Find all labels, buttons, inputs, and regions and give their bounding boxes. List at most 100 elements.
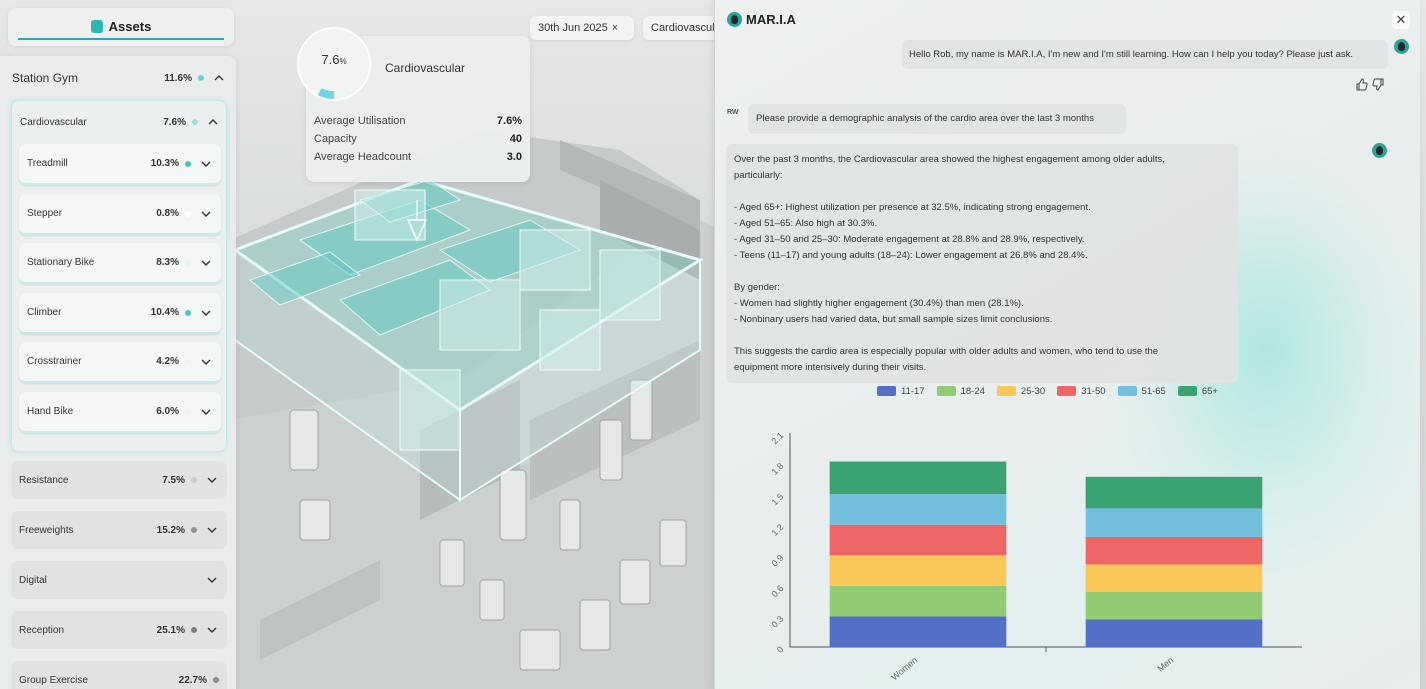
cardio-value: 7.6% bbox=[163, 116, 186, 128]
legend-item[interactable]: 65+ bbox=[1177, 384, 1218, 398]
chevron-up-icon[interactable] bbox=[212, 71, 226, 85]
status-dot bbox=[185, 358, 191, 365]
y-tick-label: 0.9 bbox=[769, 553, 785, 569]
bar-segment-65+ bbox=[829, 461, 1007, 495]
y-tick-label: 0 bbox=[775, 644, 786, 655]
chevron-down-icon[interactable] bbox=[199, 256, 213, 270]
stat-row-utilisation: Average Utilisation 7.6% bbox=[314, 115, 522, 127]
bar-segment-31-50 bbox=[1085, 536, 1263, 565]
thumbs-down-icon[interactable] bbox=[1372, 78, 1385, 91]
category-digital[interactable]: Digital bbox=[11, 561, 227, 599]
status-dot bbox=[185, 160, 191, 167]
chevron-down-icon[interactable] bbox=[205, 573, 219, 587]
legend-item[interactable]: 11-17 bbox=[877, 384, 925, 398]
list-item-stepper[interactable]: Stepper 0.8% bbox=[19, 194, 221, 235]
legend-swatch bbox=[877, 386, 896, 396]
close-icon[interactable]: × bbox=[611, 22, 619, 34]
avatar bbox=[1372, 143, 1387, 158]
category-resistance[interactable]: Resistance 7.5% bbox=[11, 461, 227, 499]
chevron-up-icon[interactable] bbox=[206, 115, 220, 129]
zone-chip-label: Cardiovascular bbox=[651, 22, 723, 34]
item-name: Hand Bike bbox=[27, 406, 74, 417]
assistant-title: MAR.I.A bbox=[746, 12, 796, 27]
y-tick-label: 1.5 bbox=[769, 491, 785, 507]
category-name: Freeweights bbox=[19, 524, 74, 536]
legend-item[interactable]: 51-65 bbox=[1117, 384, 1166, 398]
chevron-down-icon[interactable] bbox=[199, 207, 213, 221]
cardio-name: Cardiovascular bbox=[20, 116, 87, 128]
bar-segment-25-30 bbox=[1085, 564, 1263, 592]
date-filter-chip[interactable]: 30th Jun 2025 × bbox=[530, 16, 634, 40]
bar-segment-25-30 bbox=[829, 555, 1007, 586]
category-freeweights[interactable]: Freeweights 15.2% bbox=[11, 511, 227, 549]
assets-panel: Station Gym 11.6% Cardiovascular 7.6% Tr… bbox=[0, 56, 236, 689]
bar-segment-18-24 bbox=[1085, 591, 1263, 620]
thumbs-up-icon[interactable] bbox=[1355, 78, 1368, 91]
legend-swatch bbox=[1117, 386, 1137, 396]
assets-tab[interactable]: Assets bbox=[8, 8, 234, 46]
list-item-hand-bike[interactable]: Hand Bike 6.0% bbox=[19, 392, 221, 433]
bar-segment-51-65 bbox=[829, 494, 1007, 525]
legend-item[interactable]: 31-50 bbox=[1057, 384, 1106, 398]
item-name: Stationary Bike bbox=[27, 257, 95, 268]
y-tick-label: 0.3 bbox=[769, 614, 785, 630]
list-item-climber[interactable]: Climber 10.4% bbox=[19, 293, 221, 334]
chevron-down-icon[interactable] bbox=[199, 306, 213, 320]
station-value: 11.6% bbox=[164, 72, 192, 84]
status-dot bbox=[191, 477, 197, 483]
zone-stats: Average Utilisation 7.6% Capacity 40 Avera… bbox=[314, 115, 522, 169]
list-item-stationary-bike[interactable]: Stationary Bike 8.3% bbox=[19, 243, 221, 284]
item-value: 10.3% bbox=[150, 158, 179, 169]
status-dot bbox=[191, 527, 197, 533]
category-reception[interactable]: Reception 25.1% bbox=[11, 611, 227, 649]
chart-legend: 11-17 18-24 25-30 31-50 51-65 65+ bbox=[877, 384, 1218, 398]
x-tick-label: Women bbox=[889, 655, 919, 682]
status-dot bbox=[185, 408, 191, 415]
item-name: Climber bbox=[27, 307, 62, 318]
legend-swatch bbox=[936, 386, 956, 396]
legend-swatch bbox=[1057, 386, 1077, 396]
bar-segment-65+ bbox=[1085, 476, 1263, 509]
assets-tab-label: Assets bbox=[108, 18, 152, 34]
chevron-down-icon[interactable] bbox=[205, 623, 219, 637]
station-gym-row[interactable]: Station Gym 11.6% bbox=[12, 70, 226, 86]
legend-item[interactable]: 25-30 bbox=[996, 384, 1045, 398]
list-item-treadmill[interactable]: Treadmill 10.3% bbox=[19, 144, 221, 185]
stat-row-capacity: Capacity 40 bbox=[314, 133, 522, 145]
bar-segment-31-50 bbox=[829, 524, 1007, 556]
legend-swatch bbox=[1177, 386, 1197, 396]
item-name: Treadmill bbox=[27, 158, 68, 169]
chevron-down-icon[interactable] bbox=[205, 473, 219, 487]
item-value: 0.8% bbox=[156, 208, 179, 219]
avatar bbox=[1394, 39, 1409, 54]
status-dot bbox=[185, 259, 191, 266]
legend-item[interactable]: 18-24 bbox=[936, 384, 985, 398]
item-value: 8.3% bbox=[156, 257, 179, 268]
zone-filter-chip[interactable]: Cardiovascular bbox=[643, 16, 723, 40]
category-group-exercise[interactable]: Group Exercise 22.7% bbox=[11, 661, 227, 689]
y-tick-label: 0.6 bbox=[769, 583, 785, 599]
status-dot bbox=[198, 75, 204, 81]
chevron-down-icon[interactable] bbox=[199, 355, 213, 369]
item-value: 4.2% bbox=[156, 356, 179, 367]
status-dot bbox=[185, 210, 191, 217]
category-name: Resistance bbox=[19, 474, 69, 486]
cardiovascular-row[interactable]: Cardiovascular 7.6% bbox=[20, 115, 220, 129]
bar-segment-51-65 bbox=[1085, 508, 1263, 537]
assistant-greeting: Hello Rob, my name is MAR.I.A, I'm new a… bbox=[902, 40, 1388, 69]
category-name: Digital bbox=[19, 574, 47, 586]
chevron-down-icon[interactable] bbox=[199, 157, 213, 171]
cardiovascular-group: Cardiovascular 7.6% Treadmill 10.3% Step… bbox=[11, 100, 227, 452]
item-name: Stepper bbox=[27, 208, 63, 219]
status-dot bbox=[191, 627, 197, 633]
close-button[interactable]: ✕ bbox=[1392, 11, 1410, 29]
item-name: Crosstrainer bbox=[27, 356, 82, 367]
date-chip-label: 30th Jun 2025 bbox=[538, 22, 608, 34]
chevron-down-icon[interactable] bbox=[199, 405, 213, 419]
y-tick-label: 1.8 bbox=[769, 461, 785, 477]
chevron-down-icon[interactable] bbox=[205, 523, 219, 537]
status-dot bbox=[213, 677, 219, 683]
x-tick-label: Men bbox=[1155, 655, 1175, 674]
list-item-crosstrainer[interactable]: Crosstrainer 4.2% bbox=[19, 342, 221, 383]
